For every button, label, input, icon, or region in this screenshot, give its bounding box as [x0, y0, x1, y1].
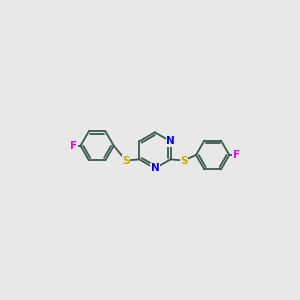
Text: S: S	[180, 155, 188, 166]
Text: N: N	[151, 164, 159, 173]
Text: S: S	[122, 155, 130, 166]
Text: F: F	[70, 141, 77, 151]
Text: F: F	[233, 150, 240, 160]
Text: N: N	[166, 136, 175, 146]
